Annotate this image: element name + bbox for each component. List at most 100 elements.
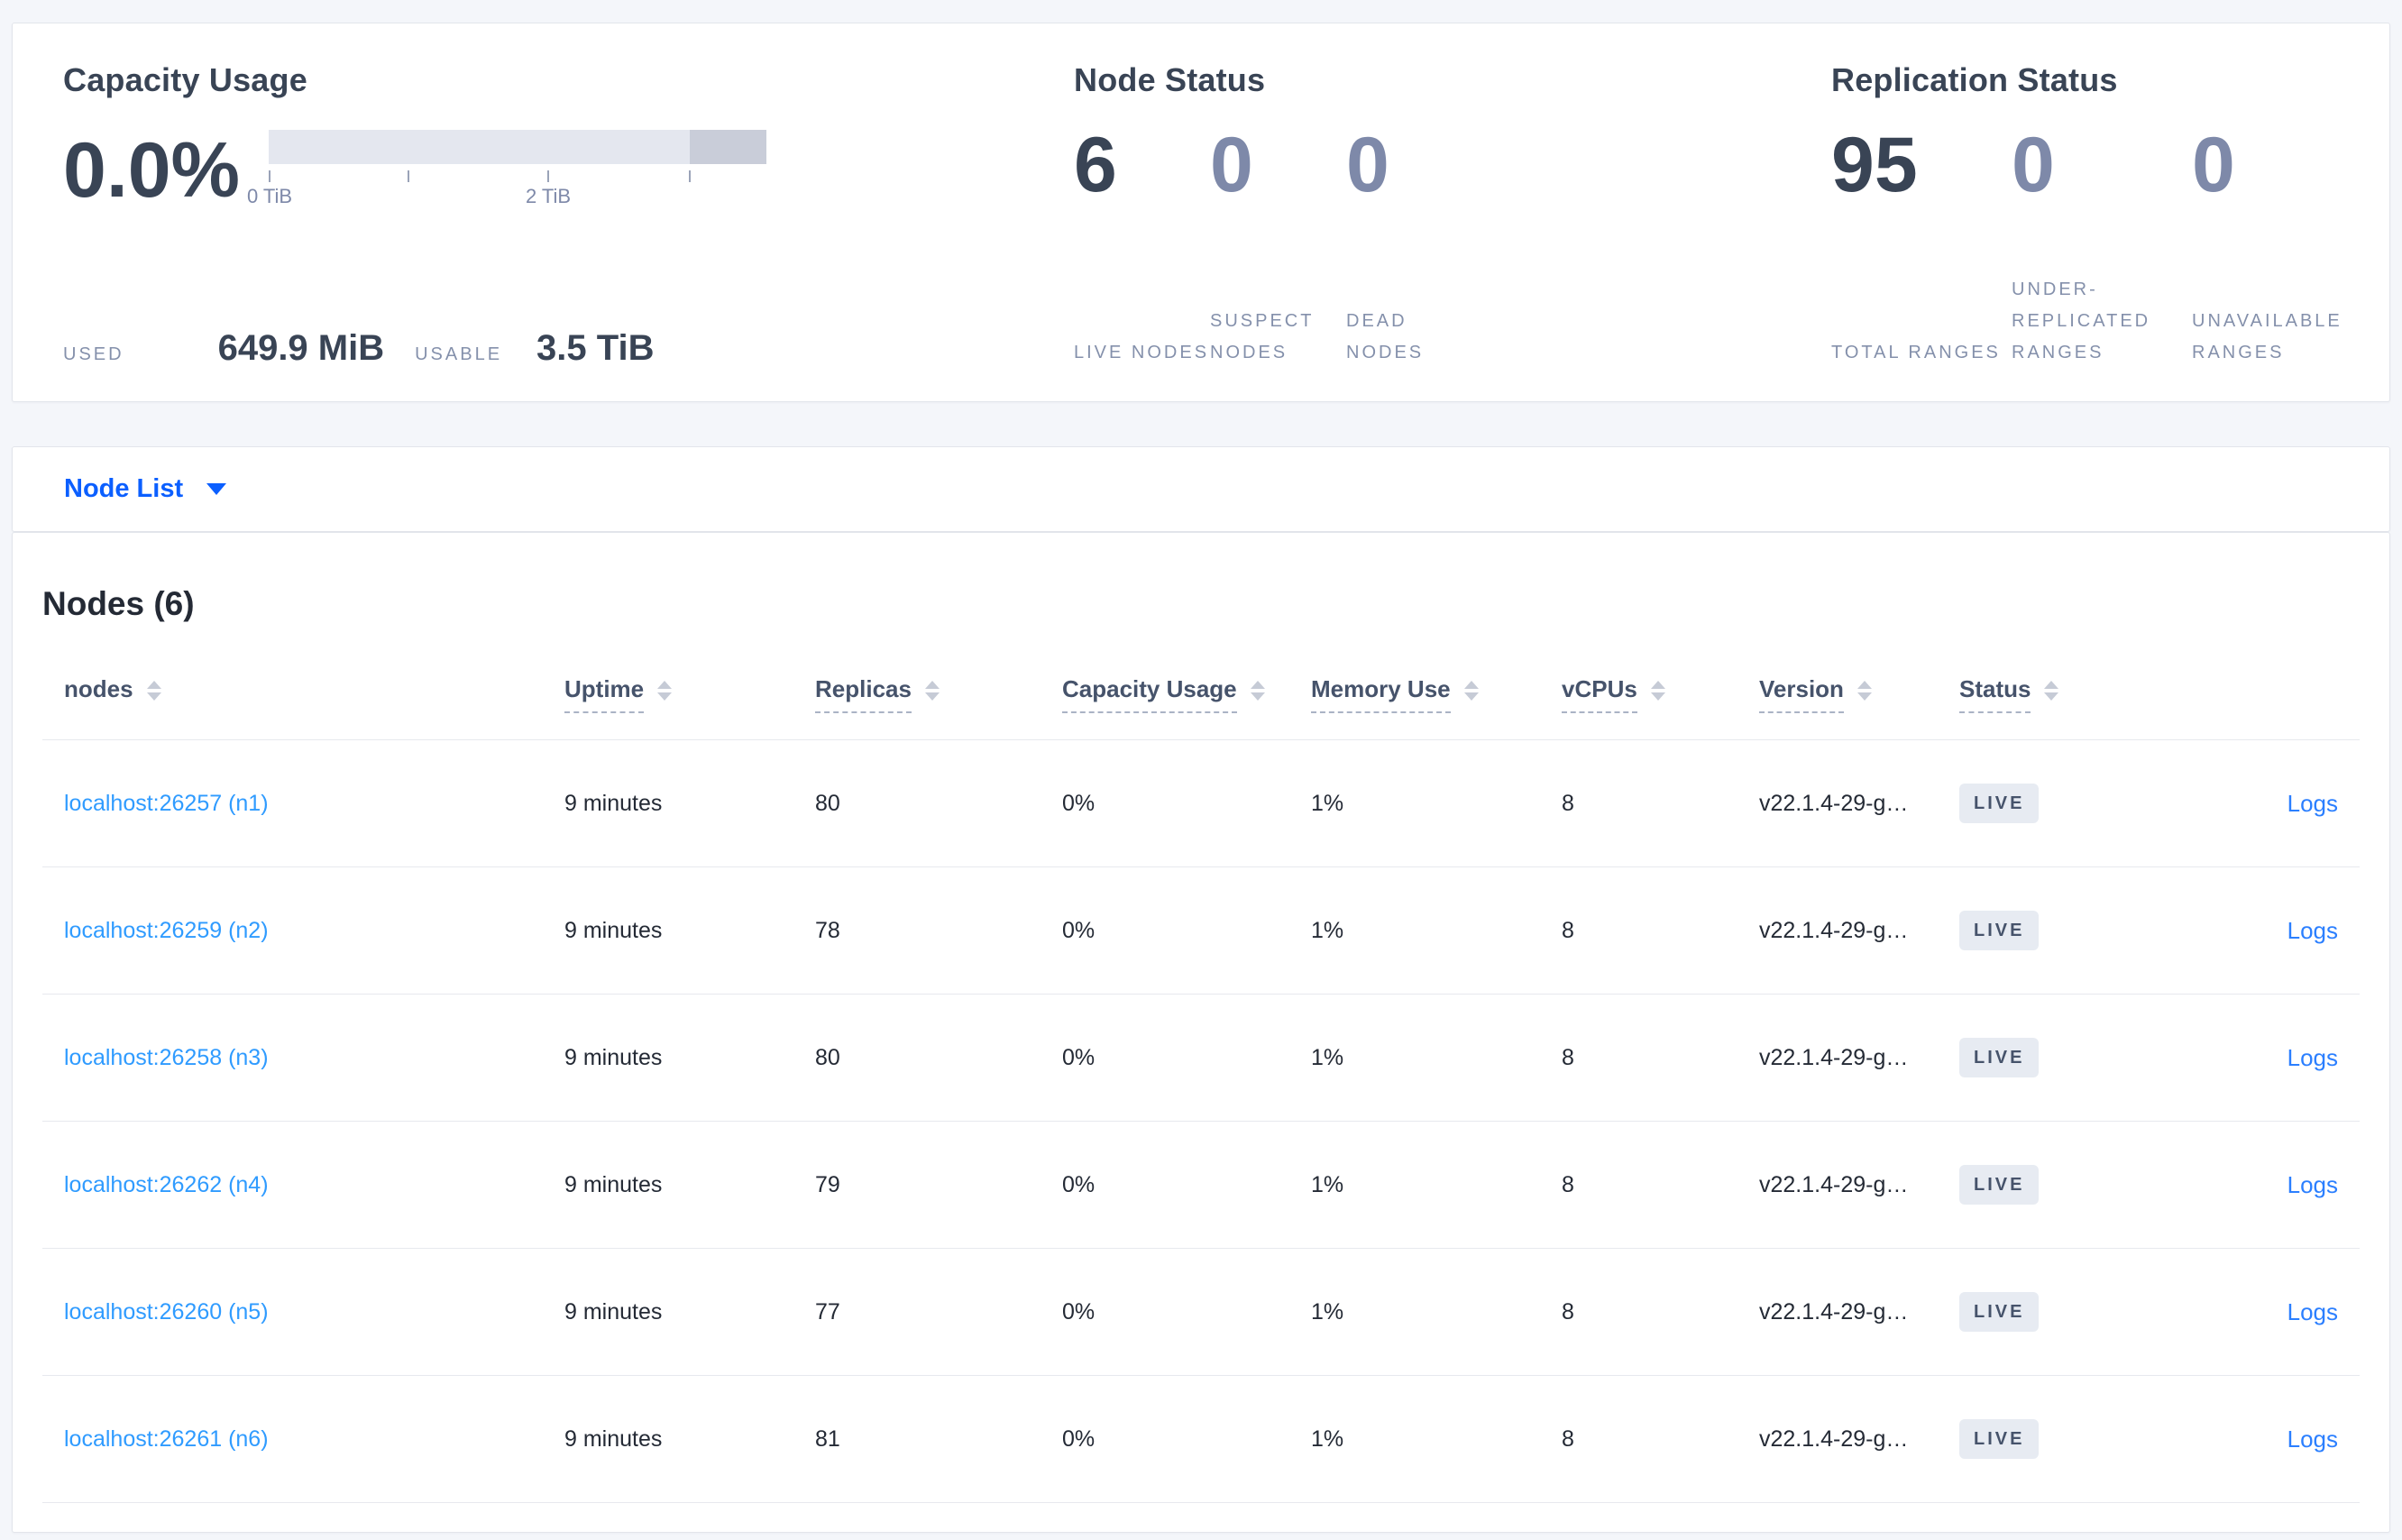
tick-label-0tib: 0 TiB [246,185,293,207]
uptime-cell: 9 minutes [564,1298,663,1325]
under-replicated-ranges-value: 0 [2012,122,2055,208]
column-header-vcpus[interactable]: vCPUs [1540,675,1737,713]
node-status-title: Node Status [1074,61,1266,98]
suspect-nodes-metric: 0 SUSPECT NODES [1210,126,1346,369]
replicas-cell: 79 [815,1171,840,1197]
node-link[interactable]: localhost:26258 (n3) [64,1044,269,1070]
capacity-usage-title: Capacity Usage [63,61,307,98]
version-cell: v22.1.4-29-g… [1759,917,1909,943]
uptime-cell: 9 minutes [564,790,663,816]
vcpus-cell: 8 [1562,1171,1574,1197]
capacity-percent-value: 0.0% [63,126,241,214]
version-cell: v22.1.4-29-g… [1759,1044,1909,1070]
capacity-bar-chart: 0 TiB 2 TiB [247,130,767,210]
version-cell: v22.1.4-29-g… [1759,1425,1909,1452]
logs-link[interactable]: Logs [2287,1170,2338,1198]
column-header-capacity-usage[interactable]: Capacity Usage [1041,675,1289,713]
uptime-cell: 9 minutes [564,1171,663,1197]
logs-link[interactable]: Logs [2287,789,2338,817]
logs-link[interactable]: Logs [2287,1297,2338,1325]
suspect-nodes-value: 0 [1210,122,1253,208]
logs-link[interactable]: Logs [2287,916,2338,944]
tick-label-2tib: 2 TiB [525,185,572,207]
status-badge: LIVE [1959,1038,2040,1077]
node-link[interactable]: localhost:26261 (n6) [64,1425,269,1452]
sort-icon [1463,681,1479,701]
column-header-memory-use[interactable]: Memory Use [1289,675,1540,713]
suspect-nodes-label: SUSPECT NODES [1210,311,1315,362]
capacity-bar-track [269,130,767,164]
capacity-cell: 0% [1062,1298,1096,1325]
capacity-bar-dark-segment [690,130,767,164]
sort-icon [1650,681,1665,701]
table-row: localhost:26262 (n4) 9 minutes 79 0% 1% … [42,1122,2360,1249]
dead-nodes-metric: 0 DEAD NODES [1346,126,1482,369]
column-header-uptime[interactable]: Uptime [543,675,793,713]
replicas-cell: 80 [815,1044,840,1070]
status-badge: LIVE [1959,911,2040,950]
replicas-cell: 81 [815,1425,840,1452]
nodes-table-heading: Nodes (6) [42,585,195,622]
capacity-cell: 0% [1062,917,1096,943]
capacity-gauge: 0.0% 0 TiB 2 TiB [63,126,767,214]
memory-cell: 1% [1311,790,1344,816]
total-ranges-label: TOTAL RANGES [1831,343,2001,362]
sort-icon [146,681,161,701]
sort-icon [1250,681,1265,701]
memory-cell: 1% [1311,1425,1344,1452]
dead-nodes-label: DEAD NODES [1346,311,1425,362]
vcpus-cell: 8 [1562,1425,1574,1452]
column-header-replicas[interactable]: Replicas [793,675,1041,713]
under-replicated-ranges-metric: 0 UNDER-REPLICATED RANGES [2012,126,2192,369]
replication-status-title: Replication Status [1831,61,2118,98]
node-link[interactable]: localhost:26262 (n4) [64,1171,269,1197]
logs-link[interactable]: Logs [2287,1425,2338,1453]
uptime-cell: 9 minutes [564,1044,663,1070]
capacity-cell: 0% [1062,1425,1096,1452]
memory-cell: 1% [1311,1044,1344,1070]
used-label: USED [63,344,124,364]
replicas-cell: 77 [815,1298,840,1325]
node-status-metrics: 6 LIVE NODES 0 SUSPECT NODES 0 DEAD NODE… [1074,126,1482,369]
node-link[interactable]: localhost:26260 (n5) [64,1298,269,1325]
sort-icon [924,681,940,701]
under-replicated-ranges-label: UNDER-REPLICATED RANGES [2012,280,2151,362]
capacity-cell: 0% [1062,1044,1096,1070]
table-row: localhost:26258 (n3) 9 minutes 80 0% 1% … [42,995,2360,1122]
total-ranges-value: 95 [1831,122,1918,208]
cluster-summary-card: Capacity Usage 0.0% 0 TiB 2 TiB USED 649… [12,23,2390,402]
usable-label: USABLE [415,344,503,364]
memory-cell: 1% [1311,1171,1344,1197]
nodes-table: nodes Uptime Replicas Capacity Usage Mem… [42,670,2360,1503]
logs-link[interactable]: Logs [2287,1043,2338,1071]
live-nodes-value: 6 [1074,122,1117,208]
replication-status-section: Replication Status 95 TOTAL RANGES 0 UND… [1831,61,2372,369]
column-header-version[interactable]: Version [1737,675,1938,713]
column-header-status[interactable]: Status [1938,675,2161,713]
table-row: localhost:26259 (n2) 9 minutes 78 0% 1% … [42,867,2360,995]
nodes-table-card: Nodes (6) nodes Uptime Replicas Capacity… [12,532,2390,1533]
capacity-cell: 0% [1062,1171,1096,1197]
status-badge: LIVE [1959,784,2040,823]
capacity-axis-labels: 0 TiB 2 TiB [247,185,766,210]
column-header-nodes[interactable]: nodes [42,675,543,711]
unavailable-ranges-label: UNAVAILABLE RANGES [2192,311,2342,362]
live-nodes-metric: 6 LIVE NODES [1074,126,1210,369]
used-value: 649.9 MiB [217,328,385,368]
usable-value: 3.5 TiB [536,328,655,368]
node-link[interactable]: localhost:26257 (n1) [64,790,269,816]
sort-icon [657,681,673,701]
table-row: localhost:26257 (n1) 9 minutes 80 0% 1% … [42,740,2360,867]
chevron-down-icon[interactable] [206,483,227,495]
vcpus-cell: 8 [1562,1298,1574,1325]
version-cell: v22.1.4-29-g… [1759,790,1909,816]
node-link[interactable]: localhost:26259 (n2) [64,917,269,943]
node-list-dropdown[interactable]: Node List [64,474,184,503]
capacity-cell: 0% [1062,790,1096,816]
sort-icon [2044,681,2059,701]
vcpus-cell: 8 [1562,790,1574,816]
node-status-section: Node Status 6 LIVE NODES 0 SUSPECT NODES… [1074,61,1759,369]
table-row: localhost:26261 (n6) 9 minutes 81 0% 1% … [42,1376,2360,1503]
uptime-cell: 9 minutes [564,917,663,943]
replicas-cell: 78 [815,917,840,943]
